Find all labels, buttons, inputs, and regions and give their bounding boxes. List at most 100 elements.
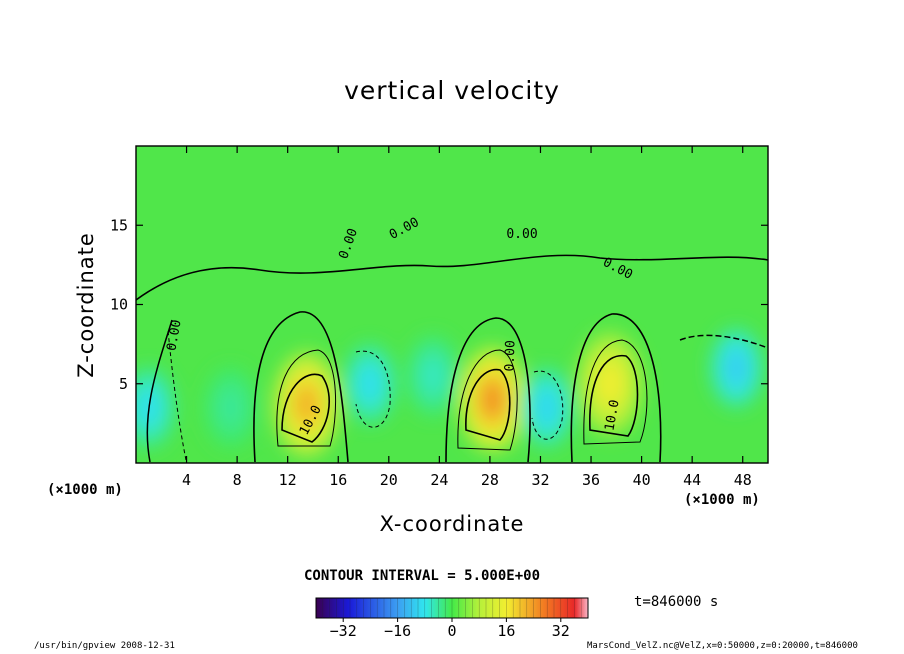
plot-frame — [135, 145, 769, 464]
field-blob — [203, 366, 258, 449]
field-blob — [709, 326, 764, 409]
x-tick-label: 44 — [683, 471, 701, 489]
field-blob — [290, 378, 323, 431]
colorbar-tick-label: −32 — [330, 622, 357, 640]
field-blob — [470, 364, 515, 435]
contour-10-updraft-1 — [281, 373, 330, 443]
field-blob — [576, 330, 644, 437]
field-blob — [529, 380, 565, 435]
contour-label: 0.00 — [502, 340, 518, 372]
field-blob — [361, 370, 378, 398]
field-blob — [410, 341, 456, 411]
field-blob — [534, 387, 560, 428]
y-axis: 5 10 15 — [110, 216, 768, 393]
footer-program-date: /usr/bin/gpview 2008-12-31 — [34, 641, 175, 651]
time-label: t=846000 s — [634, 594, 719, 610]
contour-10-updraft-2 — [465, 368, 511, 441]
negative-contour-downdraft-2 — [531, 370, 564, 440]
x-tick-label: 24 — [430, 471, 448, 489]
x-axis: 4 8 12 16 20 24 28 32 36 40 44 48 — [182, 146, 752, 489]
contour-label: 0.00 — [164, 319, 184, 352]
contour-5-updraft-2 — [457, 349, 518, 451]
field-blob — [482, 382, 503, 417]
x-tick-label: 40 — [633, 471, 651, 489]
field-blob — [342, 342, 398, 425]
field-blob — [357, 363, 383, 405]
field-blob — [296, 386, 317, 422]
field-blob — [588, 348, 632, 419]
x-axis-unit-right: (×1000 m) — [684, 492, 760, 508]
y-tick-label: 15 — [110, 216, 128, 234]
x-tick-label: 4 — [182, 471, 191, 489]
negative-contour-left — [167, 329, 187, 461]
field-blob — [458, 346, 527, 453]
field-blob — [218, 387, 244, 428]
x-tick-label: 8 — [233, 471, 242, 489]
x-tick-label: 16 — [329, 471, 347, 489]
x-tick-label: 32 — [531, 471, 549, 489]
field-blob — [524, 373, 570, 442]
contour-labels: 0.00 0.00 0.00 0.00 0.00 0.00 10.0 10.0 — [164, 215, 635, 438]
x-tick-label: 36 — [582, 471, 600, 489]
colorbar-tick-label: 0 — [447, 622, 456, 640]
negative-contour-downdraft-1 — [355, 350, 391, 428]
field-blob — [582, 339, 638, 428]
field-blob — [600, 366, 620, 402]
field-blob — [208, 373, 254, 442]
zero-contour-upper — [136, 254, 768, 301]
y-tick-label: 10 — [110, 296, 128, 314]
field-blob — [213, 380, 249, 435]
x-tick-label: 20 — [380, 471, 398, 489]
field-blob — [136, 387, 162, 428]
colorbar-tick-label: −16 — [384, 622, 411, 640]
field-blob — [425, 362, 442, 390]
negative-contour-right — [679, 334, 768, 349]
field-blob — [415, 348, 451, 404]
contour-label: 0.00 — [600, 255, 635, 283]
colorbar-tick-label: 16 — [497, 622, 515, 640]
colorbar: −32 −16 0 16 32 — [315, 597, 589, 640]
y-tick-label: 5 — [119, 375, 128, 393]
field-blob — [278, 360, 335, 449]
field-blob — [464, 355, 521, 444]
field-blob — [347, 349, 393, 418]
colorbar-gradient — [315, 597, 589, 619]
zero-contour-updraft-2 — [445, 317, 531, 463]
field-blob — [714, 333, 759, 403]
field-blob — [222, 394, 239, 421]
contour-lines — [136, 254, 768, 463]
contour-5-updraft-1 — [276, 349, 336, 447]
contour-label: 10.0 — [297, 403, 325, 438]
field-blob — [718, 340, 755, 396]
field-blob — [405, 334, 461, 417]
x-tick-label: 48 — [734, 471, 752, 489]
contour-label: 10.0 — [602, 399, 622, 432]
field-blob — [284, 369, 329, 440]
field-blob — [519, 366, 574, 449]
field-blob — [538, 394, 555, 421]
zero-contour-updraft-1 — [253, 311, 349, 463]
field-blob — [728, 354, 745, 382]
field-blob — [140, 394, 157, 421]
x-tick-label: 28 — [481, 471, 499, 489]
field-blob — [476, 373, 509, 426]
field-blob — [723, 347, 750, 389]
field-blob — [136, 366, 176, 449]
plot-background — [136, 146, 768, 463]
field-blob — [352, 356, 388, 412]
contour-10-updraft-3 — [589, 354, 639, 437]
contour-interval-label: CONTOUR INTERVAL = 5.000E+00 — [304, 568, 541, 584]
x-tick-label: 12 — [279, 471, 297, 489]
zero-contour-updraft-3 — [570, 313, 662, 463]
contour-label: 0.00 — [336, 227, 361, 262]
x-axis-unit-left: (×1000 m) — [47, 482, 123, 498]
contour-label: 0.00 — [387, 215, 422, 243]
field-blob — [272, 351, 341, 458]
y-axis-label: Z-coordinate — [74, 232, 98, 378]
footer-source: MarsCond_VelZ.nc@VelZ,x=0:50000,z=0:2000… — [587, 641, 858, 651]
field-blob — [420, 355, 446, 397]
field-blob — [136, 380, 167, 435]
contour-5-updraft-3 — [583, 339, 648, 445]
contour-label: 0.00 — [506, 227, 537, 242]
field-fill — [136, 326, 764, 458]
